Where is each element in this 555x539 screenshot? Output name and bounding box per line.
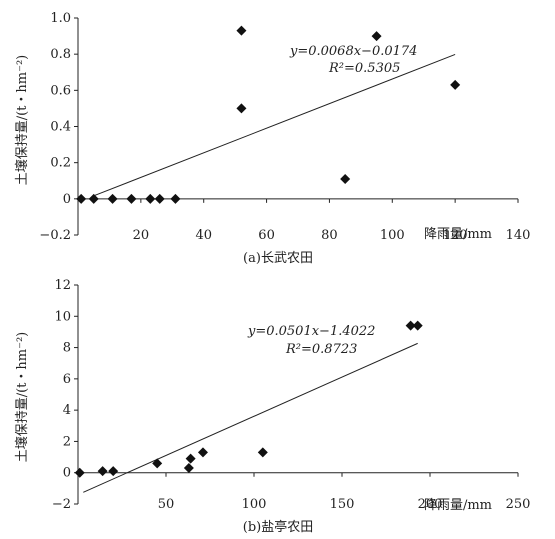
data-point	[76, 193, 87, 204]
panel-yanting: 土壤保持量/(t・hm⁻²) 降雨量/mm (b)盐亭农田 y=0.0501x−…	[14, 278, 530, 535]
trendline	[93, 53, 456, 197]
data-point	[170, 193, 181, 204]
r-squared-label: R²=0.8723	[285, 342, 357, 357]
x-tick-label: 100	[242, 497, 267, 512]
data-point	[107, 193, 118, 204]
x-tick-label: 140	[506, 228, 531, 243]
x-tick-label: 20	[133, 228, 150, 243]
x-tick-label: 80	[321, 228, 338, 243]
y-tick-label: −0.2	[39, 228, 71, 243]
data-point	[152, 458, 163, 469]
y-axis-title: 土壤保持量/(t・hm⁻²)	[14, 332, 30, 463]
data-point	[183, 463, 194, 474]
data-point	[197, 447, 208, 458]
data-point	[97, 466, 108, 477]
x-tick-label: 120	[443, 228, 468, 243]
data-point	[145, 193, 156, 204]
panel-changwu: 土壤保持量/(t・hm⁻²) 降雨量/mm (a)长武农田 y=0.0068x−…	[14, 11, 530, 266]
data-point	[236, 103, 247, 114]
data-point	[185, 453, 196, 464]
data-point	[371, 31, 382, 42]
y-tick-label: 0	[63, 192, 71, 207]
data-point	[340, 173, 351, 184]
x-tick-label: 50	[158, 497, 175, 512]
y-tick-label: 4	[63, 403, 71, 418]
x-tick-label: 150	[330, 497, 355, 512]
data-point	[88, 193, 99, 204]
data-point	[405, 320, 416, 331]
x-tick-label: 40	[195, 228, 212, 243]
y-tick-label: 6	[63, 372, 71, 387]
trendline-equation: y=0.0068x−0.0174	[289, 44, 417, 59]
trendline	[83, 342, 418, 493]
y-tick-label: 2	[63, 434, 71, 449]
y-tick-label: 1.0	[50, 11, 71, 26]
data-point	[108, 466, 119, 477]
trendline-equation: y=0.0501x−1.4022	[247, 324, 375, 339]
x-tick-label: 200	[418, 497, 443, 512]
panel-caption: (a)长武农田	[243, 251, 313, 266]
x-axis-title: 降雨量/mm	[424, 498, 492, 513]
y-tick-label: 0	[63, 466, 71, 481]
r-squared-label: R²=0.5305	[328, 61, 400, 76]
data-point	[74, 467, 85, 478]
y-tick-label: 10	[54, 309, 71, 324]
data-point	[450, 79, 461, 90]
x-tick-label: 100	[380, 228, 405, 243]
y-tick-label: 8	[63, 341, 71, 356]
data-point	[236, 25, 247, 36]
y-tick-label: 0.2	[50, 156, 71, 171]
x-axis-title: 降雨量/mm	[424, 227, 492, 242]
y-axis-title: 土壤保持量/(t・hm⁻²)	[14, 55, 30, 186]
y-tick-label: 0.4	[50, 120, 71, 135]
y-tick-label: 0.6	[50, 83, 71, 98]
y-tick-label: 12	[54, 278, 71, 293]
panel-caption: (b)盐亭农田	[243, 519, 313, 535]
y-tick-label: 0.8	[50, 47, 71, 62]
x-tick-label: 60	[258, 228, 275, 243]
data-point	[257, 447, 268, 458]
data-point	[412, 320, 423, 331]
data-point	[126, 193, 137, 204]
data-point	[154, 193, 165, 204]
y-tick-label: −2	[52, 497, 71, 512]
x-tick-label: 250	[506, 497, 531, 512]
